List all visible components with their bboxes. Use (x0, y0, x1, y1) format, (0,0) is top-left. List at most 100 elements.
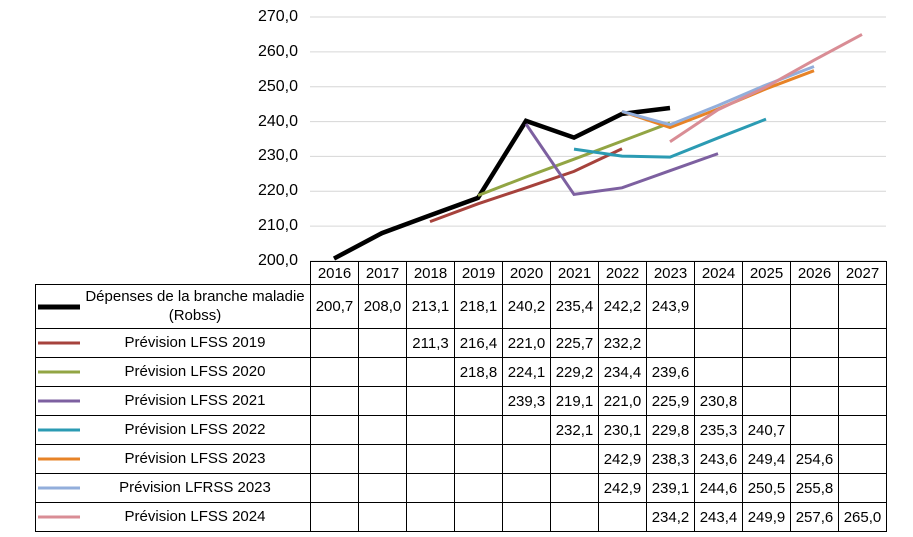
value-cell (406, 473, 455, 503)
table-row-pr-vision-lfss-2024: Prévision LFSS 2024 234,2 243,4 249,9 257,6 2… (35, 502, 887, 532)
table-row-pr-vision-lfss-2020: Prévision LFSS 2020 218,8 224,1 229,2 234,4 2… (35, 357, 887, 387)
value-cell (790, 284, 839, 329)
value-cell: 219,1 (550, 386, 599, 416)
value-cell (694, 357, 743, 387)
value-cell (406, 415, 455, 445)
year-header-cell: 2020 (502, 261, 551, 285)
value-cell (598, 502, 647, 532)
y-tick-label: 200,0 (257, 252, 298, 269)
value-cell: 230,8 (694, 386, 743, 416)
value-cell (358, 328, 407, 358)
value-cell (838, 444, 887, 474)
year-header-cell: 2027 (838, 261, 887, 285)
value-cell (454, 473, 503, 503)
value-cell: 200,7 (310, 284, 359, 329)
table-row-pr-vision-lfss-2019: Prévision LFSS 2019 211,3 216,4 221,0 225,7 2… (35, 328, 887, 358)
value-cell (694, 328, 743, 358)
line-chart-plot (310, 16, 886, 262)
value-cell: 224,1 (502, 357, 551, 387)
value-cell (790, 386, 839, 416)
series-line-pr-vision-lfss-2022 (573, 117, 767, 159)
value-cell (406, 502, 455, 532)
series-line-pr-vision-lfss-2024 (669, 33, 863, 144)
year-header-cell: 2017 (358, 261, 407, 285)
value-cell: 255,8 (790, 473, 839, 503)
value-cell (358, 502, 407, 532)
value-cell: 249,4 (742, 444, 791, 474)
value-cell (454, 386, 503, 416)
value-cell: 239,3 (502, 386, 551, 416)
value-cell (646, 328, 695, 358)
value-cell: 218,8 (454, 357, 503, 387)
value-cell (838, 415, 887, 445)
legend-key-icon (38, 399, 80, 403)
table-row-pr-vision-lfss-2023: Prévision LFSS 2023 242,9 238,3 243,6 249,4 2… (35, 444, 887, 474)
value-cell (310, 415, 359, 445)
legend-key-icon (38, 486, 80, 490)
series-label-cell: Prévision LFRSS 2023 (35, 473, 311, 503)
value-cell (790, 357, 839, 387)
legend-key-icon (38, 428, 80, 432)
value-cell (310, 473, 359, 503)
y-tick-label: 260,0 (257, 42, 298, 60)
value-cell: 213,1 (406, 284, 455, 329)
value-cell: 257,6 (790, 502, 839, 532)
value-cell: 218,1 (454, 284, 503, 329)
value-cell: 232,1 (550, 415, 599, 445)
value-cell (358, 444, 407, 474)
legend-key-icon (38, 457, 80, 461)
value-cell: 211,3 (406, 328, 455, 358)
value-cell (742, 284, 791, 329)
value-cell (838, 284, 887, 329)
y-tick-label: 250,0 (257, 77, 298, 95)
value-cell (358, 473, 407, 503)
series-name: Prévision LFSS 2019 (124, 333, 266, 351)
y-tick-label: 220,0 (257, 182, 298, 200)
value-cell (502, 502, 551, 532)
year-header-cell: 2026 (790, 261, 839, 285)
table-row-pr-vision-lfss-2021: Prévision LFSS 2021 239,3 219,1 221,0 225,9 2… (35, 386, 887, 416)
value-cell: 221,0 (598, 386, 647, 416)
value-cell (454, 415, 503, 445)
value-cell: 225,7 (550, 328, 599, 358)
legend-key-icon (38, 341, 80, 345)
series-label-cell: Prévision LFSS 2023 (35, 444, 311, 474)
value-cell: 235,3 (694, 415, 743, 445)
value-cell: 225,9 (646, 386, 695, 416)
year-header-cell: 2024 (694, 261, 743, 285)
series-name: Prévision LFSS 2020 (124, 362, 266, 380)
value-cell (310, 502, 359, 532)
series-label-cell: Prévision LFSS 2022 (35, 415, 311, 445)
value-cell (406, 357, 455, 387)
table-row-d-penses-de-la-branche-maladie-robss: Dépenses de la branche maladie (Robss) 20… (35, 284, 887, 329)
value-cell (790, 328, 839, 358)
value-cell (358, 357, 407, 387)
value-cell (454, 502, 503, 532)
chart-data-table: 2016 2017 2018 2019 2020 2021 2022 2023 2024 2025… (35, 261, 887, 532)
value-cell (742, 328, 791, 358)
value-cell: 265,0 (838, 502, 887, 532)
year-header-cell: 2016 (310, 261, 359, 285)
value-cell: 208,0 (358, 284, 407, 329)
value-cell: 243,9 (646, 284, 695, 329)
value-cell (358, 415, 407, 445)
value-cell: 234,4 (598, 357, 647, 387)
value-cell (310, 444, 359, 474)
value-cell (550, 444, 599, 474)
value-cell (838, 328, 887, 358)
value-cell: 242,2 (598, 284, 647, 329)
value-cell: 242,9 (598, 473, 647, 503)
value-cell (550, 473, 599, 503)
value-cell: 229,2 (550, 357, 599, 387)
value-cell (838, 473, 887, 503)
series-name: Prévision LFSS 2023 (124, 449, 266, 467)
table-row-pr-vision-lfss-2022: Prévision LFSS 2022 232,1 230,1 229,8 235,3 2… (35, 415, 887, 445)
value-cell (310, 386, 359, 416)
value-cell (406, 386, 455, 416)
value-cell (838, 357, 887, 387)
value-cell (454, 444, 503, 474)
value-cell: 250,5 (742, 473, 791, 503)
value-cell: 234,2 (646, 502, 695, 532)
value-cell: 229,8 (646, 415, 695, 445)
value-cell: 221,0 (502, 328, 551, 358)
